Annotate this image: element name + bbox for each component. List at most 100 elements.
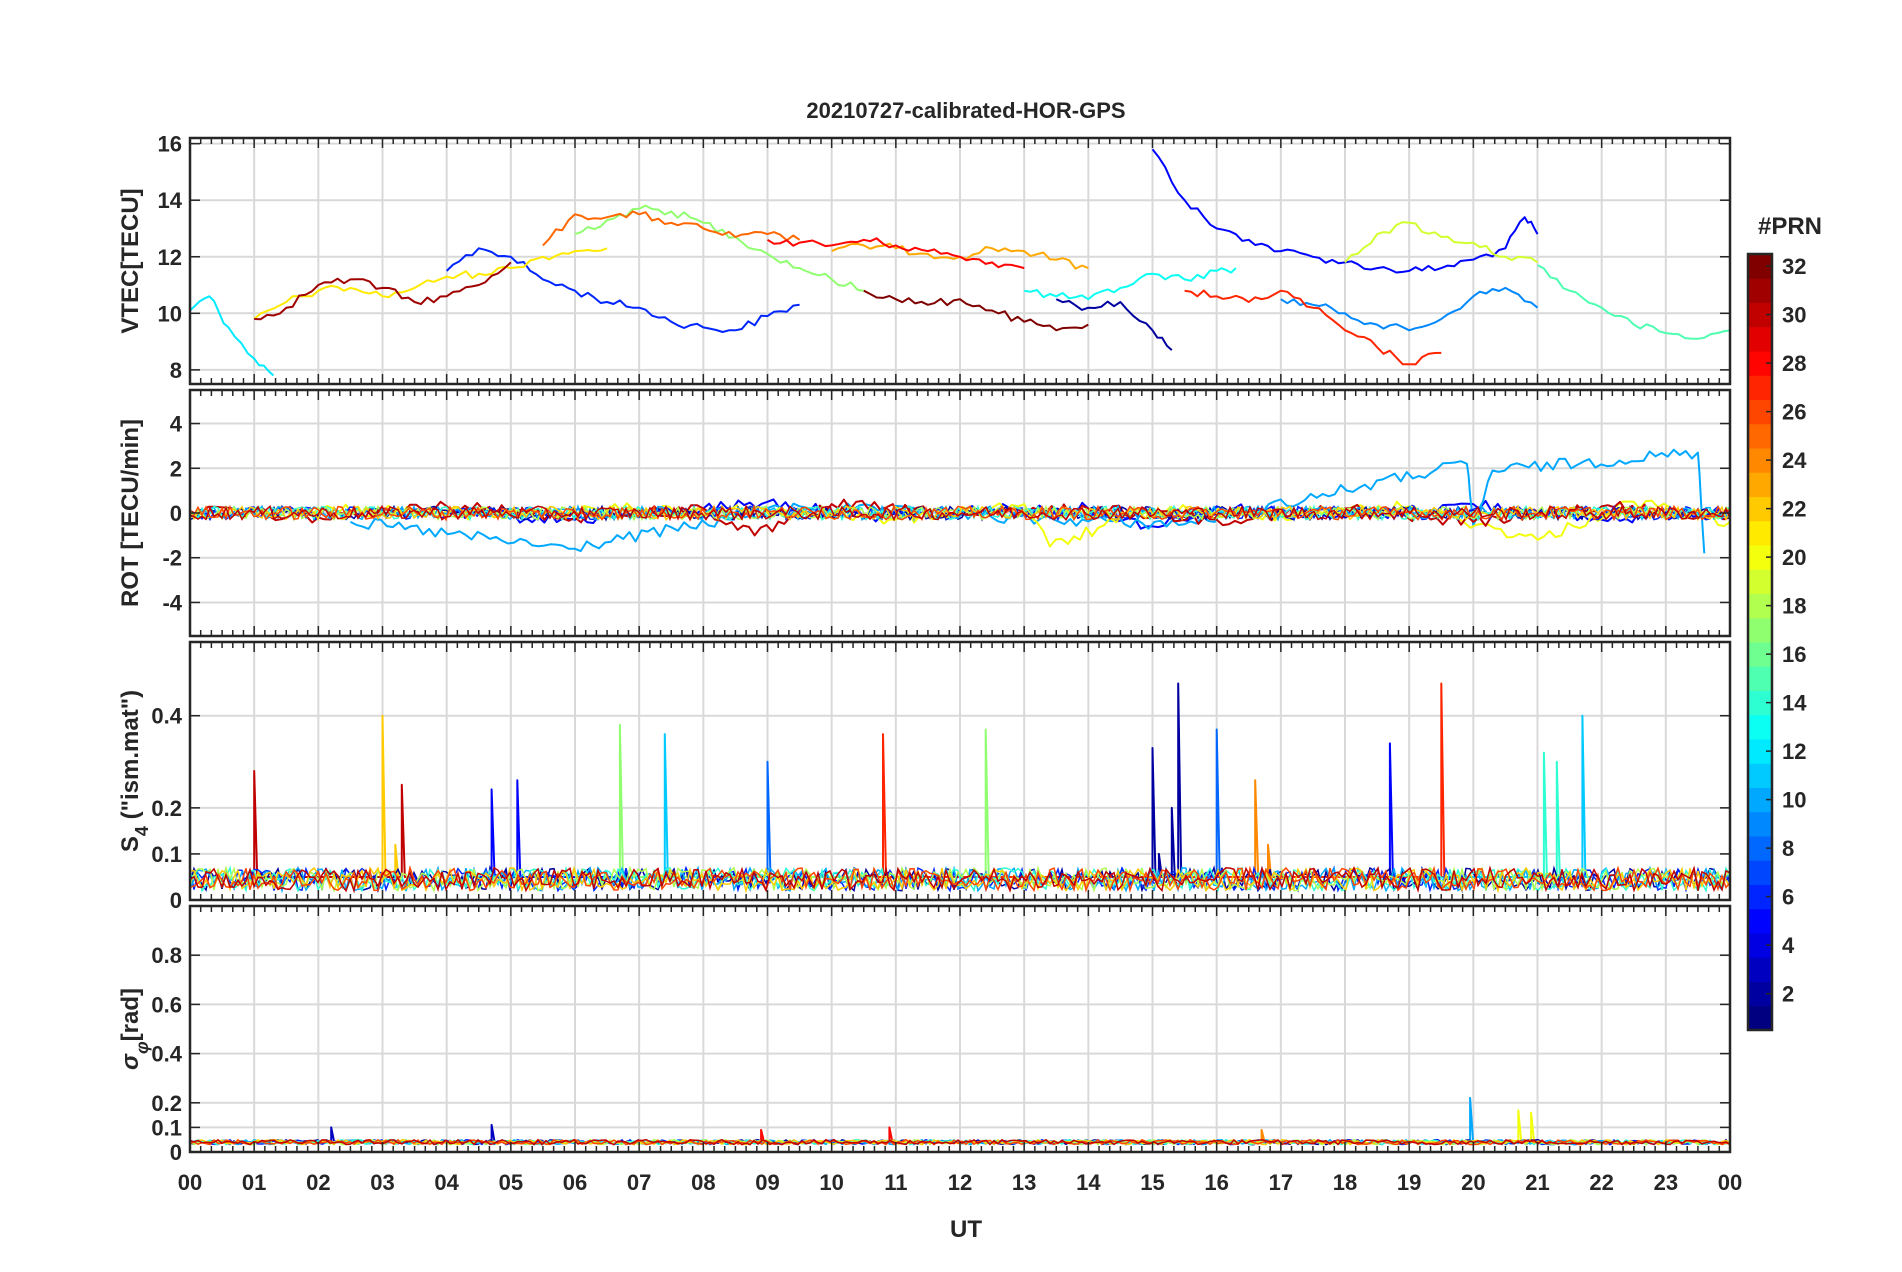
y-axis-label-sub: φ: [132, 1041, 152, 1054]
colorbar-band: [1748, 666, 1772, 691]
x-tick-label: 06: [563, 1170, 587, 1195]
series-line-prn-6: [445, 247, 800, 333]
y-axis-label-main: S: [117, 836, 144, 852]
y-axis-label: σφ[rad]: [117, 988, 152, 1070]
x-tick-label: 13: [1012, 1170, 1036, 1195]
colorbar-band: [1748, 811, 1772, 837]
colorbar-tick-label: 32: [1782, 254, 1806, 279]
y-tick-label: 0.2: [151, 796, 182, 821]
x-tick-label: 19: [1397, 1170, 1421, 1195]
y-tick-label: 12: [158, 245, 182, 270]
y-axis-label-sub: 4: [132, 826, 152, 836]
colorbar-band: [1748, 763, 1772, 788]
series-line-prn-2: [1055, 298, 1173, 351]
series-line-prn-5: [1151, 148, 1539, 274]
x-tick-label: 08: [691, 1170, 715, 1195]
y-tick-label: 0: [170, 1140, 182, 1165]
series-line-prn-25: [542, 210, 801, 247]
x-tick-label: 11: [884, 1170, 907, 1195]
colorbar-band: [1748, 617, 1772, 643]
y-tick-label: 14: [158, 188, 183, 213]
series-line-prn-9: [1280, 286, 1539, 332]
series-line-prn-28: [766, 237, 1025, 270]
x-tick-label: 12: [948, 1170, 972, 1195]
x-tick-label: 03: [370, 1170, 394, 1195]
colorbar-band: [1748, 278, 1772, 303]
colorbar-band: [1748, 520, 1772, 546]
axes-frame: [188, 640, 1732, 902]
y-axis-label-rest: [rad]: [117, 988, 144, 1041]
y-axis-label-main: σ: [117, 1053, 144, 1070]
colorbar-tick-label: 16: [1782, 642, 1806, 667]
x-tick-label: 21: [1525, 1170, 1549, 1195]
series-group: [190, 682, 1730, 894]
x-tick-label: 00: [1718, 1170, 1742, 1195]
noise-band-prn-26: [190, 504, 1730, 522]
y-tick-label: 0.8: [151, 943, 182, 968]
noise-band-prn-30: [190, 504, 1730, 522]
series-line-prn-12: [190, 295, 275, 377]
x-tick-label: 04: [434, 1170, 459, 1195]
colorbar-tick-label: 2: [1782, 982, 1794, 1007]
colorbar-tick-label: 12: [1782, 739, 1806, 764]
x-tick-label: 22: [1589, 1170, 1613, 1195]
colorbar-band: [1748, 375, 1772, 400]
y-tick-label: 8: [170, 358, 182, 383]
x-axis-label: UT: [950, 1216, 982, 1243]
y-axis-label: VTEC[TECU]: [117, 188, 144, 333]
x-tick-label: 23: [1654, 1170, 1678, 1195]
colorbar-tick-label: 20: [1782, 545, 1806, 570]
colorbar-band: [1748, 957, 1772, 982]
vtec-panel: 8 10 12 14 16 VTEC[TECU]: [117, 132, 1732, 386]
colorbar-tick-label: 24: [1782, 448, 1807, 473]
y-tick-label: 16: [158, 132, 182, 157]
colorbar-band: [1748, 860, 1772, 885]
x-tick-label: 15: [1140, 1170, 1164, 1195]
y-tick-label: 2: [170, 456, 182, 481]
y-tick-label: 10: [158, 301, 182, 326]
y-axis-label-rest: ("ism.mat"): [117, 690, 144, 826]
x-tick-label: 14: [1076, 1170, 1101, 1195]
axes-frame: [188, 388, 1732, 638]
colorbar-tick-label: 30: [1782, 303, 1806, 328]
colorbar-tick-label: 26: [1782, 400, 1806, 425]
colorbar-tick-label: 28: [1782, 351, 1806, 376]
y-tick-label: 0: [170, 888, 182, 913]
colorbar-tick-label: 14: [1782, 691, 1807, 716]
colorbar-tick-label: 6: [1782, 885, 1794, 910]
series-line-prn-13: [1024, 267, 1237, 301]
series-line-prn-19: [1344, 221, 1539, 264]
y-tick-label: 0.1: [151, 1115, 182, 1140]
colorbar-label: #PRN: [1758, 213, 1822, 240]
sigma-phi-panel: 00.10.2 0.4 0.6 0.8 σφ[rad]: [117, 904, 1732, 1165]
x-tick-label: 10: [819, 1170, 843, 1195]
colorbar-band: [1748, 472, 1772, 497]
colorbar-band: [1748, 569, 1772, 594]
x-tick-label: 05: [499, 1170, 523, 1195]
s4-panel: 0 0.1 0.2 0.4 S4 ("ism.mat"): [117, 640, 1732, 913]
y-axis-label: ROT [TECU/min]: [117, 419, 144, 607]
colorbar-band: [1748, 1005, 1772, 1031]
colorbar-tick-label: 4: [1782, 933, 1795, 958]
y-tick-label: 0.2: [151, 1091, 182, 1116]
colorbar-band: [1748, 908, 1772, 934]
x-tick-label: 18: [1333, 1170, 1357, 1195]
series-line-prn-32: [863, 289, 1089, 332]
colorbar-tick-label: 10: [1782, 788, 1806, 813]
colorbar-band: [1748, 423, 1772, 449]
x-tick-label: 17: [1269, 1170, 1293, 1195]
colorbar-frame: [1746, 252, 1774, 1032]
rot-panel: -4 -2 0 2 4 ROT [TECU/min]: [117, 388, 1732, 638]
x-tick-label: 02: [306, 1170, 330, 1195]
y-tick-label: 0.1: [151, 842, 182, 867]
series-line-prn-21: [253, 247, 608, 320]
colorbar-tick-label: 8: [1782, 836, 1794, 861]
series-line-prn-15: [1537, 264, 1730, 340]
x-tick-label: 16: [1204, 1170, 1228, 1195]
colorbar-tick-label: 22: [1782, 497, 1806, 522]
series-group: [190, 448, 1730, 554]
noise-band-prn-30: [190, 865, 1730, 894]
y-tick-label: 0.4: [151, 704, 182, 729]
y-tick-label: -2: [162, 546, 182, 571]
axes-frame: [188, 136, 1732, 386]
